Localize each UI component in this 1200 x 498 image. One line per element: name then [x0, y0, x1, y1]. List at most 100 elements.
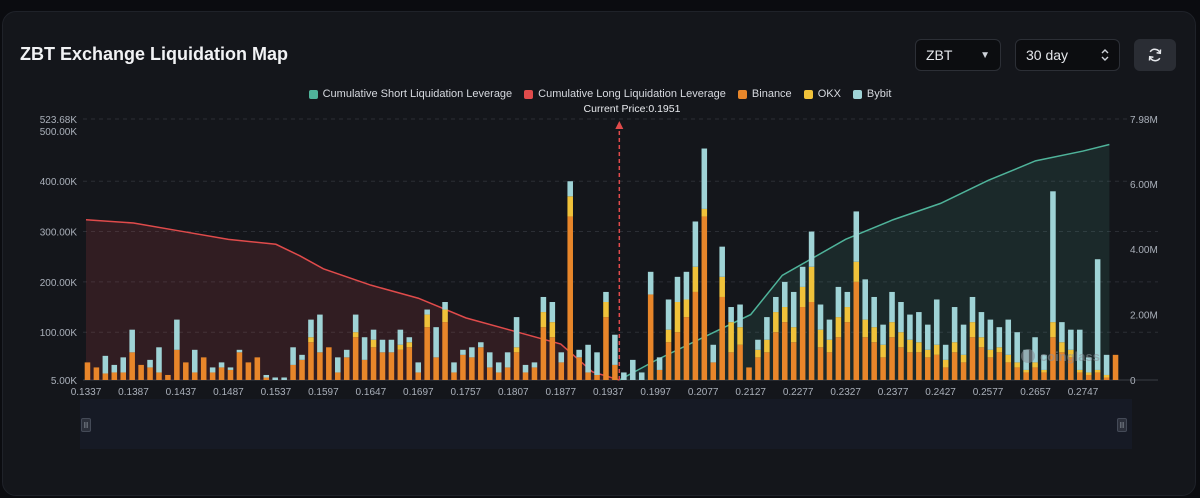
- bar-bybit[interactable]: [1094, 259, 1101, 370]
- bar-okx[interactable]: [352, 332, 359, 338]
- bar-bybit[interactable]: [656, 357, 663, 370]
- symbol-select[interactable]: ZBT ▼: [915, 39, 1001, 71]
- bar-binance[interactable]: [755, 357, 761, 380]
- bar-binance[interactable]: [138, 364, 144, 380]
- bar-okx[interactable]: [996, 347, 1003, 353]
- bar-binance[interactable]: [1023, 372, 1029, 380]
- bar-binance[interactable]: [594, 374, 600, 380]
- bar-bybit[interactable]: [558, 352, 565, 363]
- bar-okx[interactable]: [933, 344, 940, 355]
- bar-binance[interactable]: [1103, 377, 1110, 380]
- bar-bybit[interactable]: [317, 314, 323, 353]
- bar-binance[interactable]: [746, 367, 752, 380]
- bar-binance[interactable]: [647, 294, 654, 380]
- bar-binance[interactable]: [576, 357, 582, 380]
- bar-okx[interactable]: [1014, 362, 1020, 368]
- bar-bybit[interactable]: [343, 349, 350, 358]
- bar-bybit[interactable]: [504, 352, 511, 368]
- bar-bybit[interactable]: [388, 339, 395, 353]
- bar-binance[interactable]: [549, 337, 556, 380]
- bar-bybit[interactable]: [621, 372, 627, 380]
- bar-binance[interactable]: [880, 357, 886, 380]
- bar-okx[interactable]: [790, 327, 797, 343]
- bar-bybit[interactable]: [638, 372, 645, 380]
- bar-bybit[interactable]: [773, 296, 779, 313]
- bar-binance[interactable]: [120, 372, 126, 380]
- bar-binance[interactable]: [737, 344, 743, 380]
- bar-bybit[interactable]: [156, 347, 162, 373]
- bar-bybit[interactable]: [665, 299, 672, 330]
- bar-binance[interactable]: [245, 362, 252, 380]
- bar-bybit[interactable]: [1085, 357, 1092, 373]
- bar-binance[interactable]: [916, 352, 922, 380]
- bar-binance[interactable]: [147, 367, 153, 380]
- bar-binance[interactable]: [701, 216, 708, 380]
- bar-bybit[interactable]: [111, 364, 118, 373]
- bar-bybit[interactable]: [612, 334, 618, 365]
- bar-binance[interactable]: [236, 352, 243, 380]
- bar-binance[interactable]: [254, 357, 261, 380]
- bar-bybit[interactable]: [987, 319, 994, 350]
- bar-binance[interactable]: [862, 337, 868, 380]
- bar-bybit[interactable]: [1050, 191, 1056, 323]
- bar-bybit[interactable]: [567, 181, 573, 197]
- bar-okx[interactable]: [987, 349, 994, 358]
- bar-bybit[interactable]: [236, 349, 243, 353]
- bar-okx[interactable]: [442, 309, 448, 323]
- bar-okx[interactable]: [1023, 369, 1029, 373]
- bar-binance[interactable]: [907, 352, 913, 380]
- bar-bybit[interactable]: [352, 314, 359, 333]
- bar-bybit[interactable]: [1032, 337, 1038, 363]
- bar-binance[interactable]: [486, 367, 493, 380]
- bar-bybit[interactable]: [308, 319, 314, 338]
- bar-binance[interactable]: [317, 352, 323, 380]
- bar-binance[interactable]: [1068, 357, 1074, 380]
- bar-okx[interactable]: [540, 312, 547, 328]
- bar-bybit[interactable]: [844, 291, 851, 308]
- bar-binance[interactable]: [1005, 362, 1012, 380]
- bar-bybit[interactable]: [790, 291, 797, 328]
- bar-binance[interactable]: [218, 367, 225, 380]
- bar-okx[interactable]: [907, 339, 913, 353]
- bar-binance[interactable]: [665, 342, 672, 380]
- bar-binance[interactable]: [951, 352, 958, 380]
- bar-bybit[interactable]: [871, 296, 877, 328]
- bar-bybit[interactable]: [826, 319, 833, 340]
- bar-bybit[interactable]: [415, 362, 422, 373]
- bar-bybit[interactable]: [862, 279, 868, 320]
- bar-binance[interactable]: [996, 352, 1003, 380]
- bar-okx[interactable]: [1050, 322, 1056, 338]
- bar-binance[interactable]: [683, 317, 690, 380]
- bar-bybit[interactable]: [576, 349, 582, 358]
- bar-okx[interactable]: [424, 314, 430, 328]
- bar-binance[interactable]: [781, 322, 788, 380]
- bar-binance[interactable]: [343, 357, 350, 380]
- bar-bybit[interactable]: [102, 355, 109, 374]
- bar-binance[interactable]: [1041, 372, 1047, 380]
- bar-binance[interactable]: [531, 367, 538, 380]
- bar-binance[interactable]: [603, 317, 609, 380]
- refresh-button[interactable]: [1134, 39, 1176, 71]
- bar-bybit[interactable]: [925, 324, 931, 350]
- bar-binance[interactable]: [871, 342, 877, 380]
- bar-bybit[interactable]: [737, 304, 743, 328]
- bar-bybit[interactable]: [978, 312, 985, 338]
- bar-binance[interactable]: [174, 349, 180, 380]
- bar-binance[interactable]: [1032, 367, 1038, 380]
- bar-okx[interactable]: [889, 322, 895, 338]
- bar-bybit[interactable]: [817, 304, 824, 330]
- bar-binance[interactable]: [111, 372, 118, 380]
- bar-binance[interactable]: [84, 362, 91, 380]
- bar-okx[interactable]: [406, 342, 413, 348]
- bar-bybit[interactable]: [218, 362, 225, 368]
- bar-bybit[interactable]: [692, 221, 699, 267]
- bar-bybit[interactable]: [781, 281, 788, 308]
- bar-bybit[interactable]: [594, 352, 600, 375]
- bar-bybit[interactable]: [933, 299, 940, 345]
- bar-okx[interactable]: [978, 337, 985, 348]
- bar-binance[interactable]: [299, 359, 305, 380]
- bar-okx[interactable]: [674, 302, 681, 333]
- bar-binance[interactable]: [513, 352, 520, 380]
- bar-bybit[interactable]: [853, 211, 860, 262]
- bar-binance[interactable]: [415, 372, 422, 380]
